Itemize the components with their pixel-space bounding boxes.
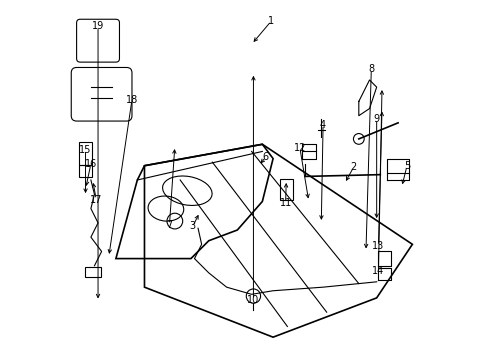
Text: 1: 1 [268,16,274,26]
Text: 10: 10 [247,295,259,305]
Text: 11: 11 [279,198,291,208]
Text: 16: 16 [84,159,97,169]
Text: 2: 2 [349,162,356,172]
Text: 13: 13 [371,241,384,251]
Text: 17: 17 [90,195,102,204]
Text: 8: 8 [367,64,374,74]
Text: 12: 12 [293,143,305,153]
Text: 15: 15 [79,145,92,155]
Text: 7: 7 [166,220,172,230]
Text: 18: 18 [125,95,138,105]
Text: 9: 9 [373,114,379,124]
Text: 14: 14 [371,266,384,276]
Text: 4: 4 [319,120,325,130]
Text: 6: 6 [263,152,268,162]
Text: 3: 3 [189,221,195,231]
Text: 19: 19 [92,21,104,31]
Text: 5: 5 [403,161,409,171]
